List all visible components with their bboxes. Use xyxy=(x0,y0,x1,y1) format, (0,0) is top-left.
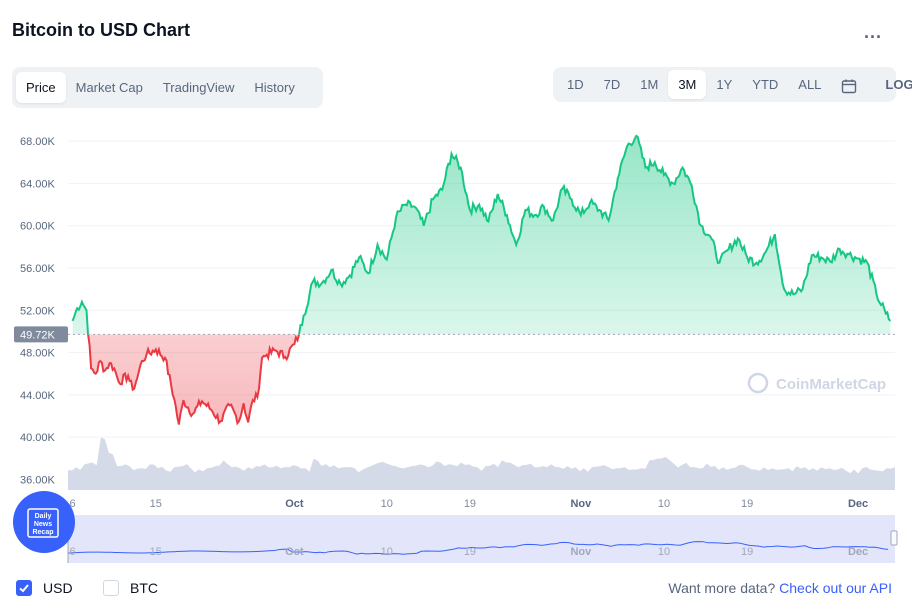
y-tick-label: 68.00K xyxy=(20,136,56,148)
more-data-text: Want more data? xyxy=(668,580,776,596)
tab-tradingview[interactable]: TradingView xyxy=(162,80,235,95)
y-tick-label: 36.00K xyxy=(20,474,56,486)
x-tick-label: 10 xyxy=(658,498,670,510)
navigator-window[interactable] xyxy=(68,515,895,563)
range-7d[interactable]: 7D xyxy=(603,77,621,92)
btc-checkbox[interactable] xyxy=(103,580,119,596)
tab-market-cap[interactable]: Market Cap xyxy=(75,80,143,95)
x-tick-label: 6 xyxy=(70,498,76,510)
volume-shape xyxy=(68,437,895,490)
range-3m[interactable]: 3M xyxy=(668,70,707,99)
calendar-icon[interactable] xyxy=(831,70,867,99)
tab-history[interactable]: History xyxy=(254,80,295,95)
usd-label: USD xyxy=(43,580,73,596)
navigator-tick-label: 10 xyxy=(658,546,670,558)
y-tick-label: 56.00K xyxy=(20,263,56,275)
watermark-text: CoinMarketCap xyxy=(776,376,886,393)
navigator-tick-label: 10 xyxy=(381,546,393,558)
x-tick-label: 19 xyxy=(464,498,476,510)
news-recap-badge[interactable]: Daily News Recap xyxy=(13,491,75,553)
api-promo: Want more data? Check out our API xyxy=(668,580,892,596)
navigator-handle-right[interactable] xyxy=(890,530,898,546)
chart-footer: USD BTC Want more data? Check out our AP… xyxy=(0,576,912,602)
area-below-baseline xyxy=(72,334,891,425)
baseline-value: 49.72K xyxy=(20,329,56,341)
baseline-tag: 49.72K xyxy=(14,326,68,343)
x-tick-label: Nov xyxy=(570,498,592,510)
x-tick-label: 19 xyxy=(741,498,753,510)
navigator-tick-label: 15 xyxy=(150,546,162,558)
page-title: Bitcoin to USD Chart xyxy=(12,20,190,40)
api-link[interactable]: Check out our API xyxy=(779,580,892,596)
badge-line-2: News xyxy=(34,521,52,528)
price-line-down xyxy=(87,334,301,426)
x-tick-label: Oct xyxy=(285,498,304,510)
y-tick-label: 48.00K xyxy=(20,348,56,360)
y-tick-label: 40.00K xyxy=(20,432,56,444)
volume-area xyxy=(68,437,895,490)
time-range-selector: 1D 7D 1M 3M 1Y YTD ALL LOG xyxy=(553,67,912,102)
range-1m[interactable]: 1M xyxy=(640,77,659,92)
usd-checkbox[interactable] xyxy=(16,580,32,596)
range-1d[interactable]: 1D xyxy=(567,77,584,92)
price-chart[interactable]: 36.00K 40.00K 44.00K 48.00K 52.00K 56.00K 60.0… xyxy=(0,115,912,570)
y-tick-label: 64.00K xyxy=(20,178,56,190)
more-options-icon[interactable]: ... xyxy=(864,22,883,42)
badge-line-3: Recap xyxy=(32,529,53,536)
navigator-tick-label: Dec xyxy=(848,546,868,558)
x-tick-label: Dec xyxy=(848,498,868,510)
range-navigator[interactable]: 6 15 Oct 10 19 Nov 10 19 Dec xyxy=(67,515,898,563)
badge-line-1: Daily xyxy=(35,513,52,520)
x-tick-label: 15 xyxy=(150,498,162,510)
range-all[interactable]: ALL xyxy=(798,77,822,92)
navigator-line xyxy=(67,541,889,555)
navigator-tick-label: Oct xyxy=(285,546,304,558)
range-1y[interactable]: 1Y xyxy=(716,77,733,92)
x-axis-labels: 6 15 Oct 10 19 Nov 10 19 Dec xyxy=(70,498,869,510)
chart-type-tabs: Price Market Cap TradingView History xyxy=(12,67,323,108)
y-tick-label: 60.00K xyxy=(20,221,56,233)
navigator-tick-label: 19 xyxy=(741,546,753,558)
log-scale-toggle[interactable]: LOG xyxy=(885,77,912,92)
y-tick-label: 52.00K xyxy=(20,305,56,317)
range-ytd[interactable]: YTD xyxy=(752,77,779,92)
price-line-up xyxy=(71,134,892,335)
btc-label: BTC xyxy=(130,580,158,596)
y-axis-labels: 36.00K 40.00K 44.00K 48.00K 52.00K 56.00K 60.0… xyxy=(20,136,56,486)
navigator-tick-label: 6 xyxy=(70,546,76,558)
area-above-baseline xyxy=(72,135,891,335)
price-area xyxy=(71,134,892,426)
x-tick-label: 10 xyxy=(381,498,393,510)
tab-price[interactable]: Price xyxy=(16,72,66,103)
y-tick-label: 44.00K xyxy=(20,390,56,402)
navigator-tick-label: Nov xyxy=(570,546,592,558)
navigator-tick-label: 19 xyxy=(464,546,476,558)
watermark: CoinMarketCap xyxy=(747,372,886,394)
